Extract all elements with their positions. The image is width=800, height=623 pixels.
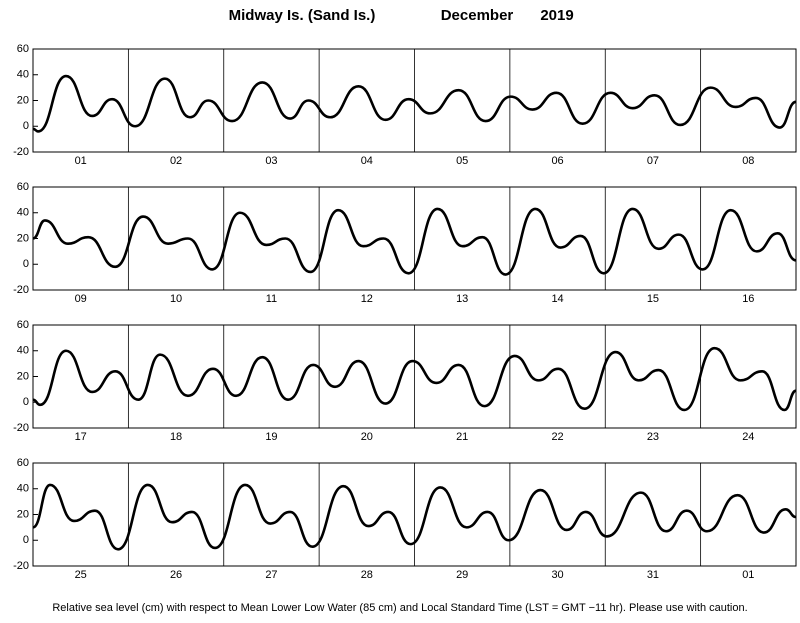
day-label: 12 — [361, 293, 373, 305]
y-tick-label: -20 — [13, 560, 29, 572]
y-tick-label: 0 — [23, 396, 29, 408]
day-label: 07 — [647, 155, 659, 167]
day-label: 27 — [265, 569, 277, 581]
y-tick-label: 40 — [17, 483, 29, 495]
y-tick-label: 0 — [23, 120, 29, 132]
tide-curve — [32, 207, 797, 276]
month-title: December — [441, 7, 514, 24]
y-tick-label: 0 — [23, 258, 29, 270]
day-label: 03 — [265, 155, 277, 167]
y-tick-label: 60 — [17, 181, 29, 193]
day-label: 04 — [361, 155, 373, 167]
day-label: 23 — [647, 431, 659, 443]
day-label: 14 — [551, 293, 563, 305]
station-title: Midway Is. (Sand Is.) — [229, 7, 376, 24]
tide-curve — [32, 74, 797, 133]
y-tick-label: 40 — [17, 345, 29, 357]
y-tick-label: 20 — [17, 232, 29, 244]
day-label: 30 — [551, 569, 563, 581]
y-tick-label: -20 — [13, 422, 29, 434]
y-tick-label: 40 — [17, 207, 29, 219]
y-tick-label: 20 — [17, 370, 29, 382]
day-label: 02 — [170, 155, 182, 167]
day-label: 10 — [170, 293, 182, 305]
day-label: 16 — [742, 293, 754, 305]
day-label: 06 — [551, 155, 563, 167]
y-tick-label: 60 — [17, 319, 29, 331]
year-title: 2019 — [540, 7, 573, 24]
y-tick-label: 20 — [17, 94, 29, 106]
day-label: 15 — [647, 293, 659, 305]
day-label: 29 — [456, 569, 468, 581]
y-tick-label: 60 — [17, 457, 29, 469]
day-label: 05 — [456, 155, 468, 167]
day-label: 24 — [742, 431, 754, 443]
y-tick-label: 20 — [17, 508, 29, 520]
day-label: 20 — [361, 431, 373, 443]
tide-curve — [32, 483, 797, 551]
day-label: 22 — [551, 431, 563, 443]
y-tick-label: 60 — [17, 43, 29, 55]
day-label: 13 — [456, 293, 468, 305]
day-label: 01 — [75, 155, 87, 167]
day-label: 31 — [647, 569, 659, 581]
day-label: 11 — [266, 293, 277, 305]
tide-curve — [32, 346, 797, 412]
day-label: 28 — [361, 569, 373, 581]
footer-note: Relative sea level (cm) with respect to … — [52, 602, 747, 614]
day-label: 17 — [75, 431, 87, 443]
day-label: 18 — [170, 431, 182, 443]
y-tick-label: 0 — [23, 534, 29, 546]
day-label: 08 — [742, 155, 754, 167]
day-label: 21 — [456, 431, 468, 443]
y-tick-label: -20 — [13, 146, 29, 158]
day-label: 01 — [742, 569, 754, 581]
day-label: 26 — [170, 569, 182, 581]
y-tick-label: 40 — [17, 69, 29, 81]
y-tick-label: -20 — [13, 284, 29, 296]
day-label: 25 — [75, 569, 87, 581]
day-label: 19 — [265, 431, 277, 443]
day-label: 09 — [75, 293, 87, 305]
